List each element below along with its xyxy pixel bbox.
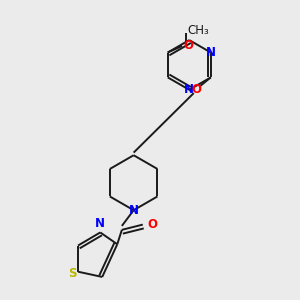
Text: N: N bbox=[184, 83, 194, 96]
Text: O: O bbox=[147, 218, 158, 231]
Text: N: N bbox=[95, 217, 105, 230]
Text: S: S bbox=[68, 266, 77, 280]
Text: N: N bbox=[129, 204, 139, 217]
Text: O: O bbox=[191, 82, 201, 96]
Text: CH₃: CH₃ bbox=[188, 24, 209, 37]
Text: N: N bbox=[206, 46, 216, 59]
Text: O: O bbox=[183, 39, 194, 52]
